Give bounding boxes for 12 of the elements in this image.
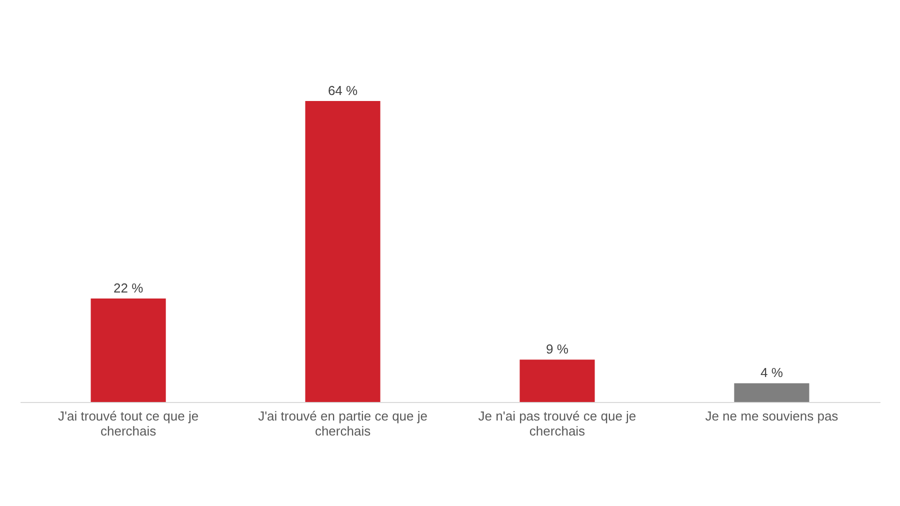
bar — [734, 383, 810, 402]
bar — [520, 360, 595, 402]
data-label: 22 % — [113, 280, 144, 296]
x-tick-label: Je n'ai pas trouvé ce que je cherchais — [478, 408, 636, 438]
x-tick-label: J'ai trouvé tout ce que je cherchais — [58, 408, 199, 438]
bar — [305, 101, 380, 402]
data-label: 4 % — [760, 365, 784, 380]
data-label: 9 % — [546, 342, 569, 357]
x-tick-label: Je ne me souviens pas — [705, 408, 839, 424]
bar — [90, 298, 166, 402]
x-tick-label: J'ai trouvé en partie ce que je cherchais — [258, 408, 428, 438]
data-label: 64 % — [328, 83, 358, 98]
